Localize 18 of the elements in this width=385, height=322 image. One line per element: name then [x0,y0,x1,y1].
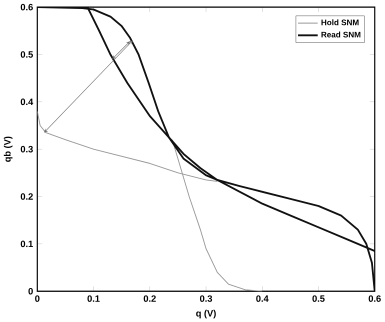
y-tick-label: 0.3 [20,146,33,152]
y-tick-label: 0.6 [20,4,33,10]
legend-label: Read SNM [321,31,360,38]
x-tick-label: 0.2 [144,295,156,302]
x-tick-label: 0 [35,295,40,302]
x-axis-title: q (V) [196,310,216,318]
y-tick-label: 0.1 [20,240,33,248]
legend-label: Hold SNM [321,19,359,26]
y-tick-label: 0.5 [20,51,33,58]
x-tick-label: 0.6 [368,295,381,302]
y-axis-title: qb (V) [4,136,12,162]
y-tick-label: 0.2 [20,193,33,200]
x-tick-label: 0.1 [87,295,100,302]
y-tick-label: 0 [28,288,33,294]
x-tick-label: 0.5 [312,295,325,302]
x-tick-label: 0.4 [256,295,269,302]
x-tick-label: 0.3 [200,295,212,302]
y-tick-label: 0.4 [20,98,34,105]
